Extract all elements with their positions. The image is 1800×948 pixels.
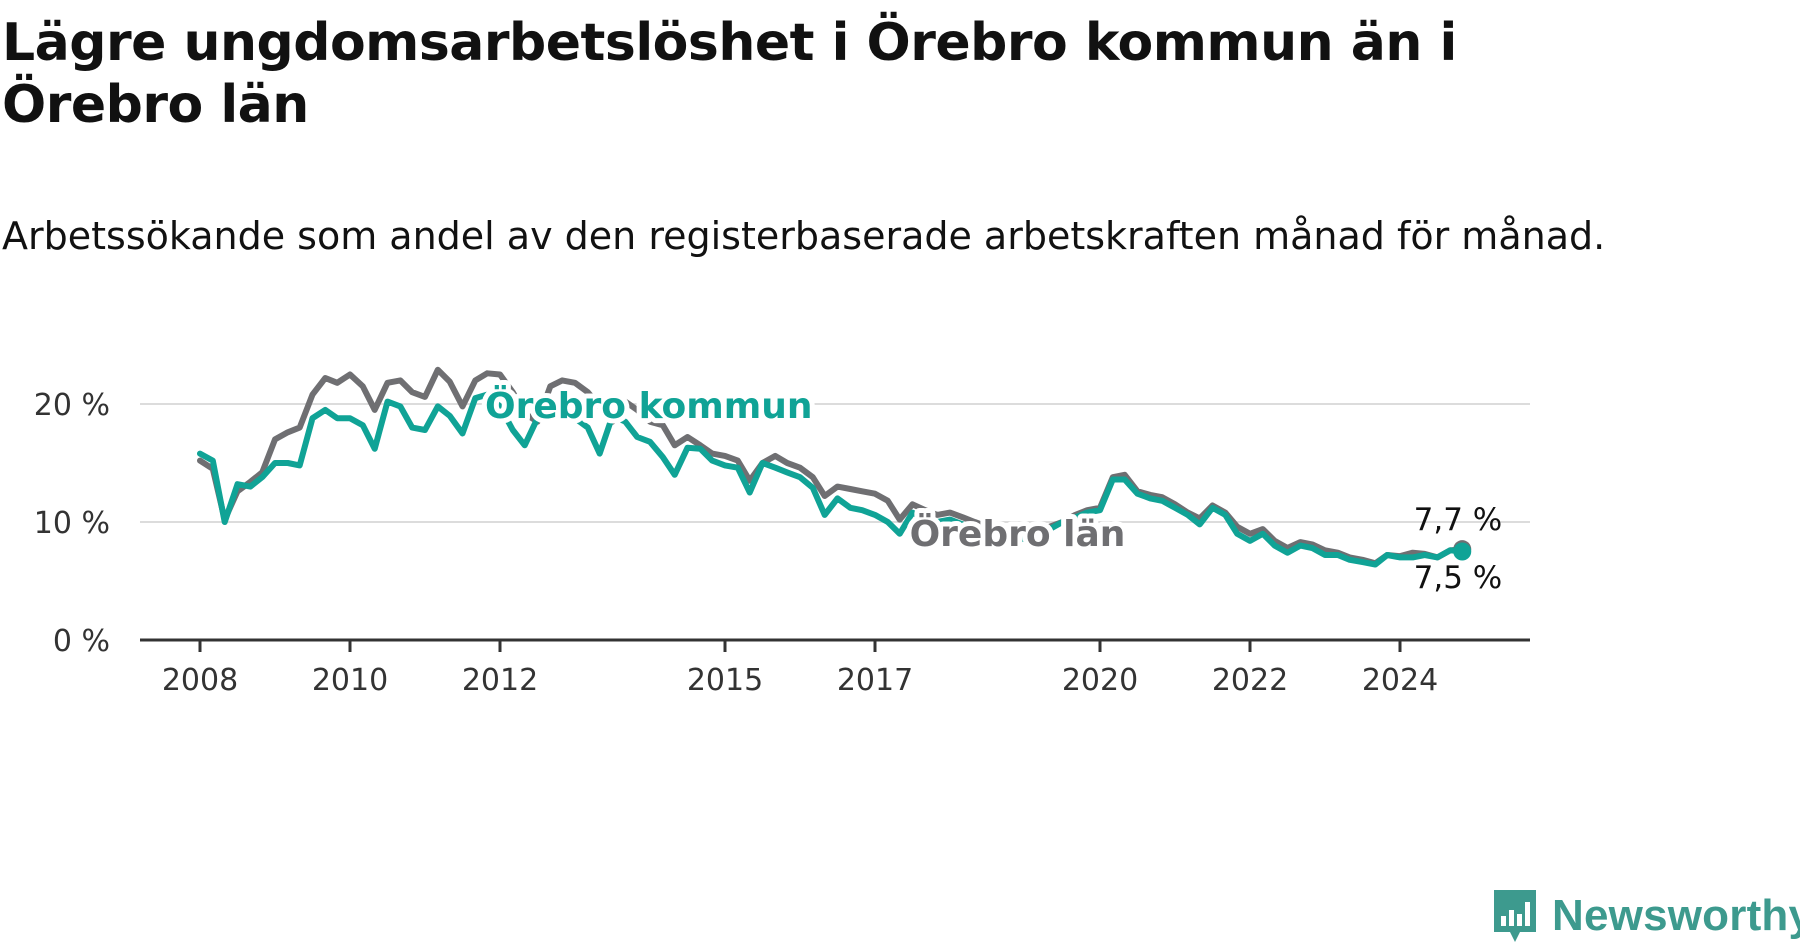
series-line-0 xyxy=(197,366,1466,567)
x-tick-label: 2017 xyxy=(837,663,913,698)
x-tick-label: 2008 xyxy=(162,663,238,698)
x-tick-label: 2020 xyxy=(1062,663,1138,698)
series-label: Örebro kommun xyxy=(485,385,813,427)
x-tick-label: 2010 xyxy=(312,663,388,698)
newsworthy-logo: Newsworthy xyxy=(1490,886,1800,946)
chart-title: Lägre ungdomsarbetslöshet i Örebro kommu… xyxy=(2,13,1457,135)
logo-text: Newsworthy xyxy=(1552,891,1800,940)
series-label-halo: Örebro län xyxy=(910,513,1126,555)
y-axis-ticks: 0 % 10 % 20 % xyxy=(34,388,110,659)
x-axis: 2008 2010 2012 2015 2017 2020 2022 2024 xyxy=(140,638,1530,698)
end-value-label: 7,7 % xyxy=(1414,502,1503,538)
y-tick-label: 10 % xyxy=(34,506,110,541)
series-lines xyxy=(197,366,1472,568)
chart-subtitle: Arbetssökande som andel av den registerb… xyxy=(2,214,1606,258)
x-tick-label: 2012 xyxy=(462,663,538,698)
y-tick-label: 20 % xyxy=(34,388,110,423)
newsworthy-chart-icon xyxy=(1494,890,1536,942)
series-line-1 xyxy=(197,391,1466,568)
series-label-halo: Örebro kommun xyxy=(485,385,813,427)
series-end-point-1 xyxy=(1453,542,1472,561)
x-tick-label: 2024 xyxy=(1362,663,1438,698)
end-value-label: 7,5 % xyxy=(1414,560,1503,596)
series-label: Örebro län xyxy=(910,513,1126,555)
x-tick-label: 2022 xyxy=(1212,663,1288,698)
y-tick-label: 0 % xyxy=(53,624,110,659)
x-tick-label: 2015 xyxy=(687,663,763,698)
